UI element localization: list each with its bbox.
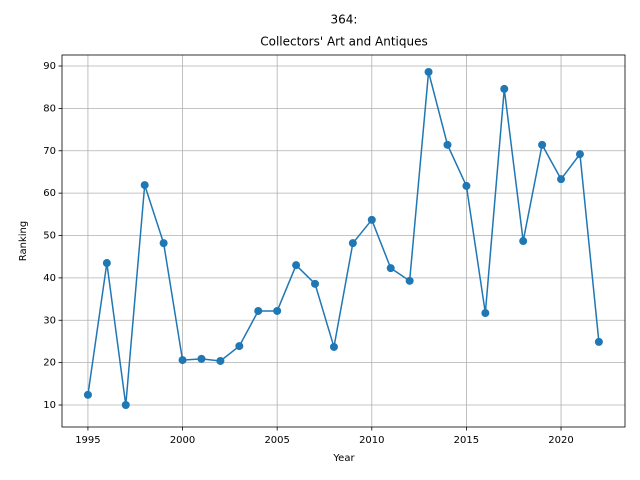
data-point bbox=[443, 140, 452, 149]
data-point bbox=[481, 309, 490, 318]
y-tick-label: 30 bbox=[43, 315, 56, 326]
y-tick-label: 40 bbox=[43, 273, 56, 284]
y-tick-label: 80 bbox=[43, 103, 56, 114]
data-point bbox=[329, 342, 338, 351]
y-tick-label: 90 bbox=[43, 61, 56, 72]
chart-title: Collectors' Art and Antiques bbox=[260, 35, 427, 49]
data-point bbox=[594, 337, 603, 346]
data-point bbox=[557, 175, 566, 184]
data-point bbox=[519, 237, 528, 246]
y-axis-label: Ranking bbox=[18, 221, 29, 261]
data-point bbox=[254, 306, 263, 315]
data-point bbox=[405, 276, 414, 285]
data-point bbox=[500, 84, 509, 93]
data-point bbox=[292, 261, 301, 270]
data-point bbox=[235, 342, 244, 351]
x-tick-label: 2005 bbox=[264, 435, 289, 446]
data-point bbox=[575, 150, 584, 159]
y-tick-label: 50 bbox=[43, 231, 56, 242]
x-axis-label: Year bbox=[332, 453, 355, 464]
data-point bbox=[140, 181, 149, 190]
data-point bbox=[178, 356, 187, 365]
data-point bbox=[216, 356, 225, 365]
x-tick-label: 2020 bbox=[548, 435, 573, 446]
chart-title: 364: bbox=[331, 13, 358, 27]
y-tick-label: 70 bbox=[43, 146, 56, 157]
data-point bbox=[197, 354, 206, 363]
x-tick-label: 2015 bbox=[454, 435, 479, 446]
data-point bbox=[83, 390, 92, 399]
y-tick-label: 60 bbox=[43, 188, 56, 199]
y-tick-label: 10 bbox=[43, 400, 56, 411]
data-point bbox=[159, 239, 168, 248]
data-point bbox=[538, 140, 547, 149]
data-point bbox=[102, 259, 111, 268]
data-point bbox=[386, 264, 395, 273]
x-tick-label: 1995 bbox=[75, 435, 100, 446]
data-point bbox=[462, 181, 471, 190]
data-point bbox=[121, 401, 130, 410]
data-point bbox=[273, 306, 282, 315]
plot-frame bbox=[61, 54, 626, 428]
data-line bbox=[87, 71, 600, 406]
x-tick-label: 2000 bbox=[170, 435, 195, 446]
data-point bbox=[424, 67, 433, 76]
data-point bbox=[367, 215, 376, 224]
data-point bbox=[348, 239, 357, 248]
x-tick-label: 2010 bbox=[359, 435, 384, 446]
data-point bbox=[311, 279, 320, 288]
y-tick-label: 20 bbox=[43, 358, 56, 369]
